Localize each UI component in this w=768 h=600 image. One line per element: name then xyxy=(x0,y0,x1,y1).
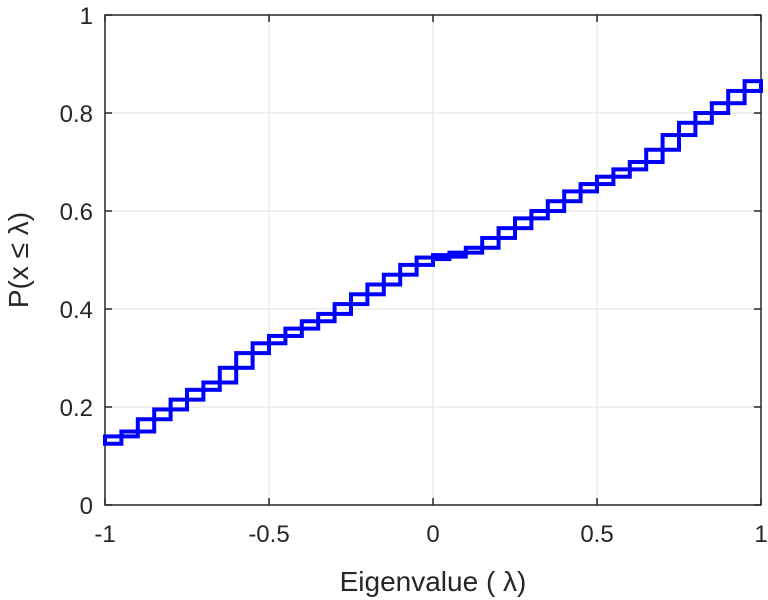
tick-marks xyxy=(104,14,762,506)
step-bar xyxy=(431,253,452,262)
step-bar xyxy=(693,111,714,125)
step-bar xyxy=(578,182,599,194)
x-tick-label: -0.5 xyxy=(248,521,289,548)
series-stairs xyxy=(103,79,763,446)
step-bar xyxy=(709,101,731,115)
step-bar xyxy=(463,245,485,255)
step-bar xyxy=(365,282,386,297)
x-tick-label: 0.5 xyxy=(580,521,613,548)
y-tick-label: 0 xyxy=(80,493,93,520)
step-bar xyxy=(414,255,436,267)
step-bar xyxy=(267,333,288,346)
x-tick-labels: -1 -0.5 0 0.5 1 xyxy=(94,521,767,548)
step-bar xyxy=(234,351,255,370)
step-bar xyxy=(660,133,681,152)
y-tick-label: 0.4 xyxy=(60,297,93,324)
x-tick-label: -1 xyxy=(94,521,115,548)
step-bar xyxy=(611,167,632,179)
step-bar xyxy=(545,199,567,213)
step-bar xyxy=(398,262,419,277)
y-tick-labels: 0 0.2 0.4 0.6 0.8 1 xyxy=(60,3,93,520)
step-bar xyxy=(168,397,190,412)
step-bar xyxy=(152,407,173,422)
step-bar xyxy=(103,434,124,446)
step-bar xyxy=(250,341,272,356)
step-bar xyxy=(381,272,403,287)
step-bar xyxy=(349,292,370,307)
step-bar xyxy=(644,147,665,164)
step-bar xyxy=(595,174,616,187)
x-axis-label: Eigenvalue ( λ) xyxy=(340,566,527,597)
step-bar xyxy=(513,216,534,231)
step-bar xyxy=(627,160,649,172)
series-group xyxy=(103,79,763,446)
step-bar xyxy=(496,226,518,240)
step-bar xyxy=(283,326,304,338)
y-axis-label: P(x ≤ λ) xyxy=(3,212,34,308)
step-bar xyxy=(201,380,222,392)
step-bar xyxy=(529,209,550,221)
step-bar xyxy=(677,120,698,138)
step-bar xyxy=(185,387,206,402)
step-bar xyxy=(217,365,239,385)
y-tick-label: 1 xyxy=(80,3,93,30)
x-tick-label: 1 xyxy=(754,521,767,548)
step-bar xyxy=(316,311,337,324)
step-bar xyxy=(332,302,354,316)
step-bar xyxy=(562,189,583,204)
step-bar xyxy=(135,417,157,434)
step-bar xyxy=(742,79,763,93)
step-bar xyxy=(726,88,747,106)
step-bar xyxy=(299,319,321,331)
step-bar xyxy=(480,235,501,250)
step-bar xyxy=(447,250,468,259)
y-tick-label: 0.6 xyxy=(60,199,93,226)
step-bar xyxy=(119,429,140,439)
y-tick-label: 0.2 xyxy=(60,395,93,422)
y-tick-label: 0.8 xyxy=(60,101,93,128)
x-tick-label: 0 xyxy=(426,521,439,548)
